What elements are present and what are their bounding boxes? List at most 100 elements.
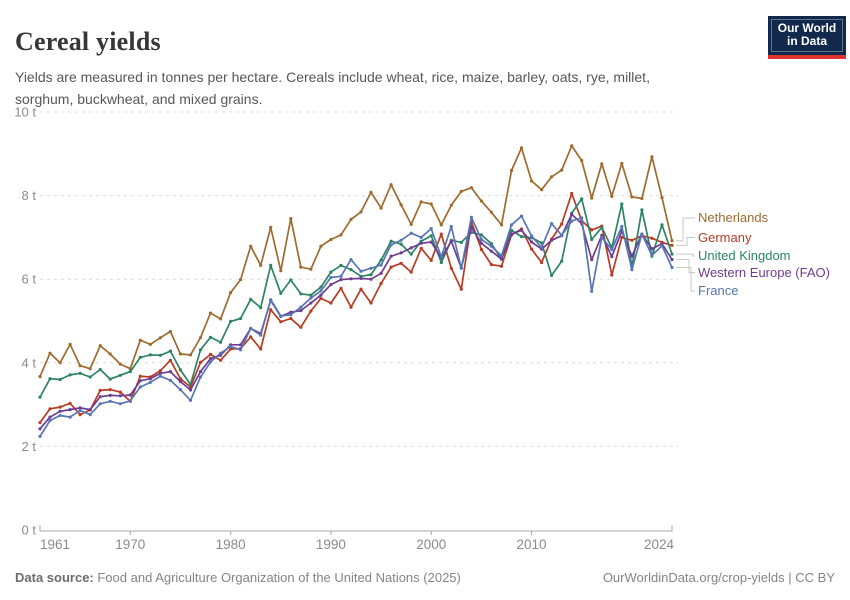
series-point-netherlands[interactable] (419, 200, 423, 204)
series-point-france[interactable] (269, 298, 273, 302)
series-point-netherlands[interactable] (379, 206, 383, 210)
series-point-netherlands[interactable] (479, 199, 483, 203)
series-point-france[interactable] (600, 235, 604, 239)
series-point-netherlands[interactable] (409, 222, 413, 226)
series-point-western-europe-fao[interactable] (349, 277, 353, 281)
series-point-netherlands[interactable] (219, 317, 223, 321)
series-point-western-europe-fao[interactable] (489, 249, 493, 253)
series-point-western-europe-fao[interactable] (108, 393, 112, 397)
series-point-germany[interactable] (449, 266, 453, 270)
series-point-netherlands[interactable] (329, 237, 333, 242)
series-point-western-europe-fao[interactable] (630, 254, 634, 258)
series-point-france[interactable] (670, 265, 674, 270)
series-point-netherlands[interactable] (319, 244, 323, 248)
series-point-germany[interactable] (58, 405, 62, 409)
series-line-netherlands[interactable] (39, 145, 673, 378)
series-point-western-europe-fao[interactable] (88, 408, 92, 412)
series-point-united-kingdom[interactable] (550, 273, 554, 277)
series-point-western-europe-fao[interactable] (519, 228, 524, 232)
series-point-france[interactable] (489, 244, 493, 248)
series-point-western-europe-fao[interactable] (449, 239, 453, 243)
series-point-western-europe-fao[interactable] (78, 406, 82, 410)
series-point-united-kingdom[interactable] (108, 377, 112, 381)
series-point-united-kingdom[interactable] (138, 355, 142, 359)
series-point-united-kingdom[interactable] (219, 340, 223, 344)
series-point-western-europe-fao[interactable] (670, 258, 674, 262)
series-point-germany[interactable] (229, 347, 233, 351)
series-point-western-europe-fao[interactable] (379, 271, 383, 275)
series-point-western-europe-fao[interactable] (148, 377, 152, 381)
series-point-western-europe-fao[interactable] (499, 257, 504, 261)
series-point-western-europe-fao[interactable] (429, 240, 433, 244)
series-point-france[interactable] (178, 388, 182, 392)
series-point-netherlands[interactable] (349, 217, 353, 221)
series-point-france[interactable] (249, 326, 253, 331)
series-point-netherlands[interactable] (309, 267, 313, 271)
series-point-france[interactable] (560, 233, 564, 237)
series-point-france[interactable] (479, 237, 483, 242)
series-point-western-europe-fao[interactable] (409, 246, 413, 250)
series-point-western-europe-fao[interactable] (239, 343, 243, 347)
series-point-netherlands[interactable] (509, 168, 514, 173)
series-point-western-europe-fao[interactable] (319, 293, 323, 297)
series-point-germany[interactable] (349, 305, 353, 309)
series-point-france[interactable] (349, 258, 353, 262)
series-point-netherlands[interactable] (489, 210, 493, 214)
series-line-france[interactable] (39, 215, 673, 438)
series-point-germany[interactable] (479, 247, 483, 252)
series-point-netherlands[interactable] (108, 352, 112, 356)
series-point-germany[interactable] (650, 236, 654, 240)
series-point-western-europe-fao[interactable] (38, 427, 42, 431)
series-point-germany[interactable] (419, 246, 423, 250)
series-point-france[interactable] (58, 413, 62, 418)
series-point-western-europe-fao[interactable] (48, 415, 52, 419)
series-point-germany[interactable] (289, 316, 293, 321)
series-point-netherlands[interactable] (519, 146, 524, 150)
series-point-netherlands[interactable] (188, 353, 193, 357)
series-point-france[interactable] (499, 254, 504, 258)
series-point-western-europe-fao[interactable] (530, 240, 534, 244)
series-point-western-europe-fao[interactable] (188, 388, 193, 392)
series-point-western-europe-fao[interactable] (399, 251, 403, 255)
series-point-france[interactable] (580, 216, 584, 220)
series-point-netherlands[interactable] (249, 244, 253, 248)
series-point-western-europe-fao[interactable] (550, 238, 554, 242)
series-point-netherlands[interactable] (499, 223, 504, 227)
series-point-germany[interactable] (219, 358, 223, 362)
series-point-germany[interactable] (369, 301, 373, 305)
series-point-western-europe-fao[interactable] (590, 258, 594, 262)
series-point-france[interactable] (369, 266, 373, 270)
series-point-germany[interactable] (108, 388, 112, 392)
series-point-germany[interactable] (459, 287, 463, 291)
series-point-france[interactable] (339, 274, 343, 278)
series-point-united-kingdom[interactable] (429, 234, 433, 238)
series-point-france[interactable] (409, 231, 413, 235)
series-point-western-europe-fao[interactable] (128, 393, 132, 397)
series-point-france[interactable] (419, 235, 423, 239)
series-point-germany[interactable] (68, 401, 72, 405)
series-point-united-kingdom[interactable] (38, 395, 42, 399)
series-point-united-kingdom[interactable] (620, 202, 624, 206)
series-point-germany[interactable] (178, 377, 182, 381)
series-point-netherlands[interactable] (530, 179, 534, 183)
series-point-france[interactable] (640, 232, 644, 236)
series-point-western-europe-fao[interactable] (479, 241, 483, 245)
owid-url-link[interactable]: OurWorldinData.org/crop-yields (602, 570, 785, 585)
series-point-united-kingdom[interactable] (329, 270, 333, 274)
series-point-netherlands[interactable] (550, 175, 554, 179)
series-point-netherlands[interactable] (138, 338, 142, 342)
series-point-united-kingdom[interactable] (660, 223, 664, 227)
series-point-france[interactable] (68, 415, 72, 419)
series-point-germany[interactable] (670, 243, 674, 247)
series-point-germany[interactable] (299, 325, 303, 329)
series-point-germany[interactable] (118, 390, 122, 394)
series-point-france[interactable] (429, 227, 433, 231)
series-point-netherlands[interactable] (98, 344, 102, 348)
series-point-netherlands[interactable] (570, 144, 574, 148)
series-point-western-europe-fao[interactable] (419, 241, 423, 245)
series-point-germany[interactable] (48, 407, 52, 411)
series-point-united-kingdom[interactable] (78, 371, 82, 375)
series-point-germany[interactable] (198, 360, 203, 364)
series-point-netherlands[interactable] (620, 161, 624, 165)
